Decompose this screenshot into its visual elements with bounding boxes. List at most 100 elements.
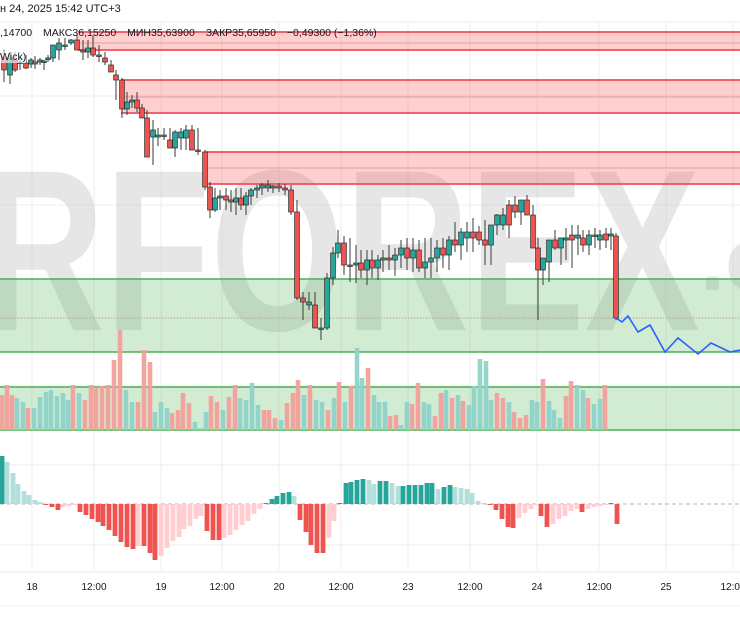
- volume-bar: [220, 410, 226, 430]
- candle-up: [347, 264, 353, 267]
- volume-bar: [117, 330, 123, 430]
- candle-down: [613, 235, 619, 319]
- indicator-legend[interactable]: Wick): [0, 51, 27, 63]
- oscillator-bar: [360, 479, 366, 504]
- candle-down: [341, 242, 347, 266]
- oscillator-bar: [77, 504, 83, 512]
- volume-bar: [421, 402, 427, 430]
- volume-bar: [214, 402, 220, 430]
- candle-up: [353, 262, 359, 266]
- oscillator-bar: [354, 480, 360, 504]
- candle-up: [243, 195, 249, 206]
- oscillator-bar: [320, 504, 326, 553]
- oscillator-bar: [100, 504, 106, 526]
- volume-bar: [158, 402, 164, 430]
- volume-bar: [76, 393, 82, 430]
- volume-bar: [443, 390, 449, 430]
- volume-bar: [438, 393, 444, 430]
- candle-up: [85, 47, 91, 53]
- oscillator-bar: [314, 504, 320, 553]
- oscillator-bar: [556, 504, 562, 519]
- candle-up: [212, 197, 218, 211]
- candle-down: [144, 117, 150, 158]
- oscillator-bar: [538, 504, 544, 516]
- oscillator-bar: [170, 504, 176, 541]
- oscillator-bar: [245, 504, 251, 521]
- volume-bar: [313, 400, 319, 430]
- oscillator-bar: [286, 492, 292, 504]
- oscillator-bar: [424, 483, 430, 504]
- volume-bar: [226, 397, 232, 430]
- volume-bar: [488, 400, 494, 430]
- candle-up: [428, 257, 434, 263]
- oscillator-histogram: [0, 456, 740, 560]
- candle-up: [364, 259, 370, 271]
- candle-down: [119, 79, 125, 110]
- candle-up: [380, 257, 386, 261]
- candle-up: [318, 327, 324, 330]
- oscillator-bar: [475, 501, 481, 504]
- volume-bar: [141, 350, 147, 430]
- volume-bar: [404, 402, 410, 430]
- resistance-zone: [78, 32, 740, 50]
- volume-bar: [568, 381, 574, 430]
- high-label: МАКС: [43, 27, 73, 39]
- oscillator-bar: [55, 504, 61, 510]
- volume-bar: [164, 408, 170, 430]
- candle-down: [470, 231, 476, 239]
- oscillator-bar: [337, 503, 343, 504]
- low-label: МИН: [127, 27, 151, 39]
- volume-bar: [295, 380, 301, 430]
- candle-up: [335, 242, 341, 254]
- oscillator-bar: [308, 504, 314, 545]
- oscillator-bar: [118, 504, 124, 542]
- oscillator-bar: [112, 504, 118, 536]
- volume-bar: [48, 390, 54, 430]
- oscillator-bar: [15, 484, 21, 504]
- oscillator-bar: [469, 493, 475, 504]
- oscillator-bar: [585, 504, 591, 509]
- oscillator-bar: [499, 504, 505, 519]
- oscillator-bar: [135, 504, 141, 546]
- oscillator-bar: [176, 504, 182, 537]
- volume-bar: [175, 410, 181, 430]
- candle-down: [161, 134, 167, 137]
- volume-bar: [319, 402, 325, 430]
- low-value: 35,63900: [151, 27, 195, 39]
- oscillator-bar: [505, 504, 511, 527]
- close-group: ЗАКР35,65950: [206, 27, 276, 39]
- candle-down: [195, 149, 201, 152]
- volume-bar: [307, 385, 313, 430]
- candle-up: [563, 237, 569, 241]
- candle-up: [217, 195, 223, 199]
- oscillator-bar: [221, 504, 227, 538]
- volume-bar: [249, 383, 255, 430]
- candle-down: [476, 231, 482, 241]
- candle-down: [90, 47, 96, 56]
- oscillator-bar: [371, 484, 377, 504]
- candle-up: [150, 129, 156, 138]
- oscillator-bar: [141, 504, 147, 546]
- volume-bar: [4, 385, 10, 430]
- candle-down: [74, 39, 80, 51]
- volume-bar: [382, 402, 388, 430]
- oscillator-bar: [487, 504, 493, 505]
- time-axis-label: 12:00: [586, 582, 611, 593]
- time-axis[interactable]: 18 12:00 19 12:00 20 12:00 23 12:00 24 12:00 25 12:…: [0, 571, 740, 607]
- candle-down: [228, 199, 234, 203]
- volume-bar: [471, 386, 477, 430]
- high-group: МАКС36,15250: [43, 27, 116, 39]
- candle-up: [540, 257, 546, 271]
- volume-bar: [523, 415, 529, 430]
- oscillator-bar: [95, 504, 101, 522]
- candle-up: [68, 39, 74, 44]
- volume-bar: [517, 418, 523, 430]
- candle-down: [238, 197, 244, 206]
- oscillator-bar: [124, 504, 130, 547]
- oscillator-bar: [608, 503, 614, 504]
- volume-bar: [0, 395, 5, 430]
- oscillator-bar: [579, 504, 585, 512]
- oscillator-bar: [377, 481, 383, 504]
- time-axis-label: 24: [531, 582, 543, 593]
